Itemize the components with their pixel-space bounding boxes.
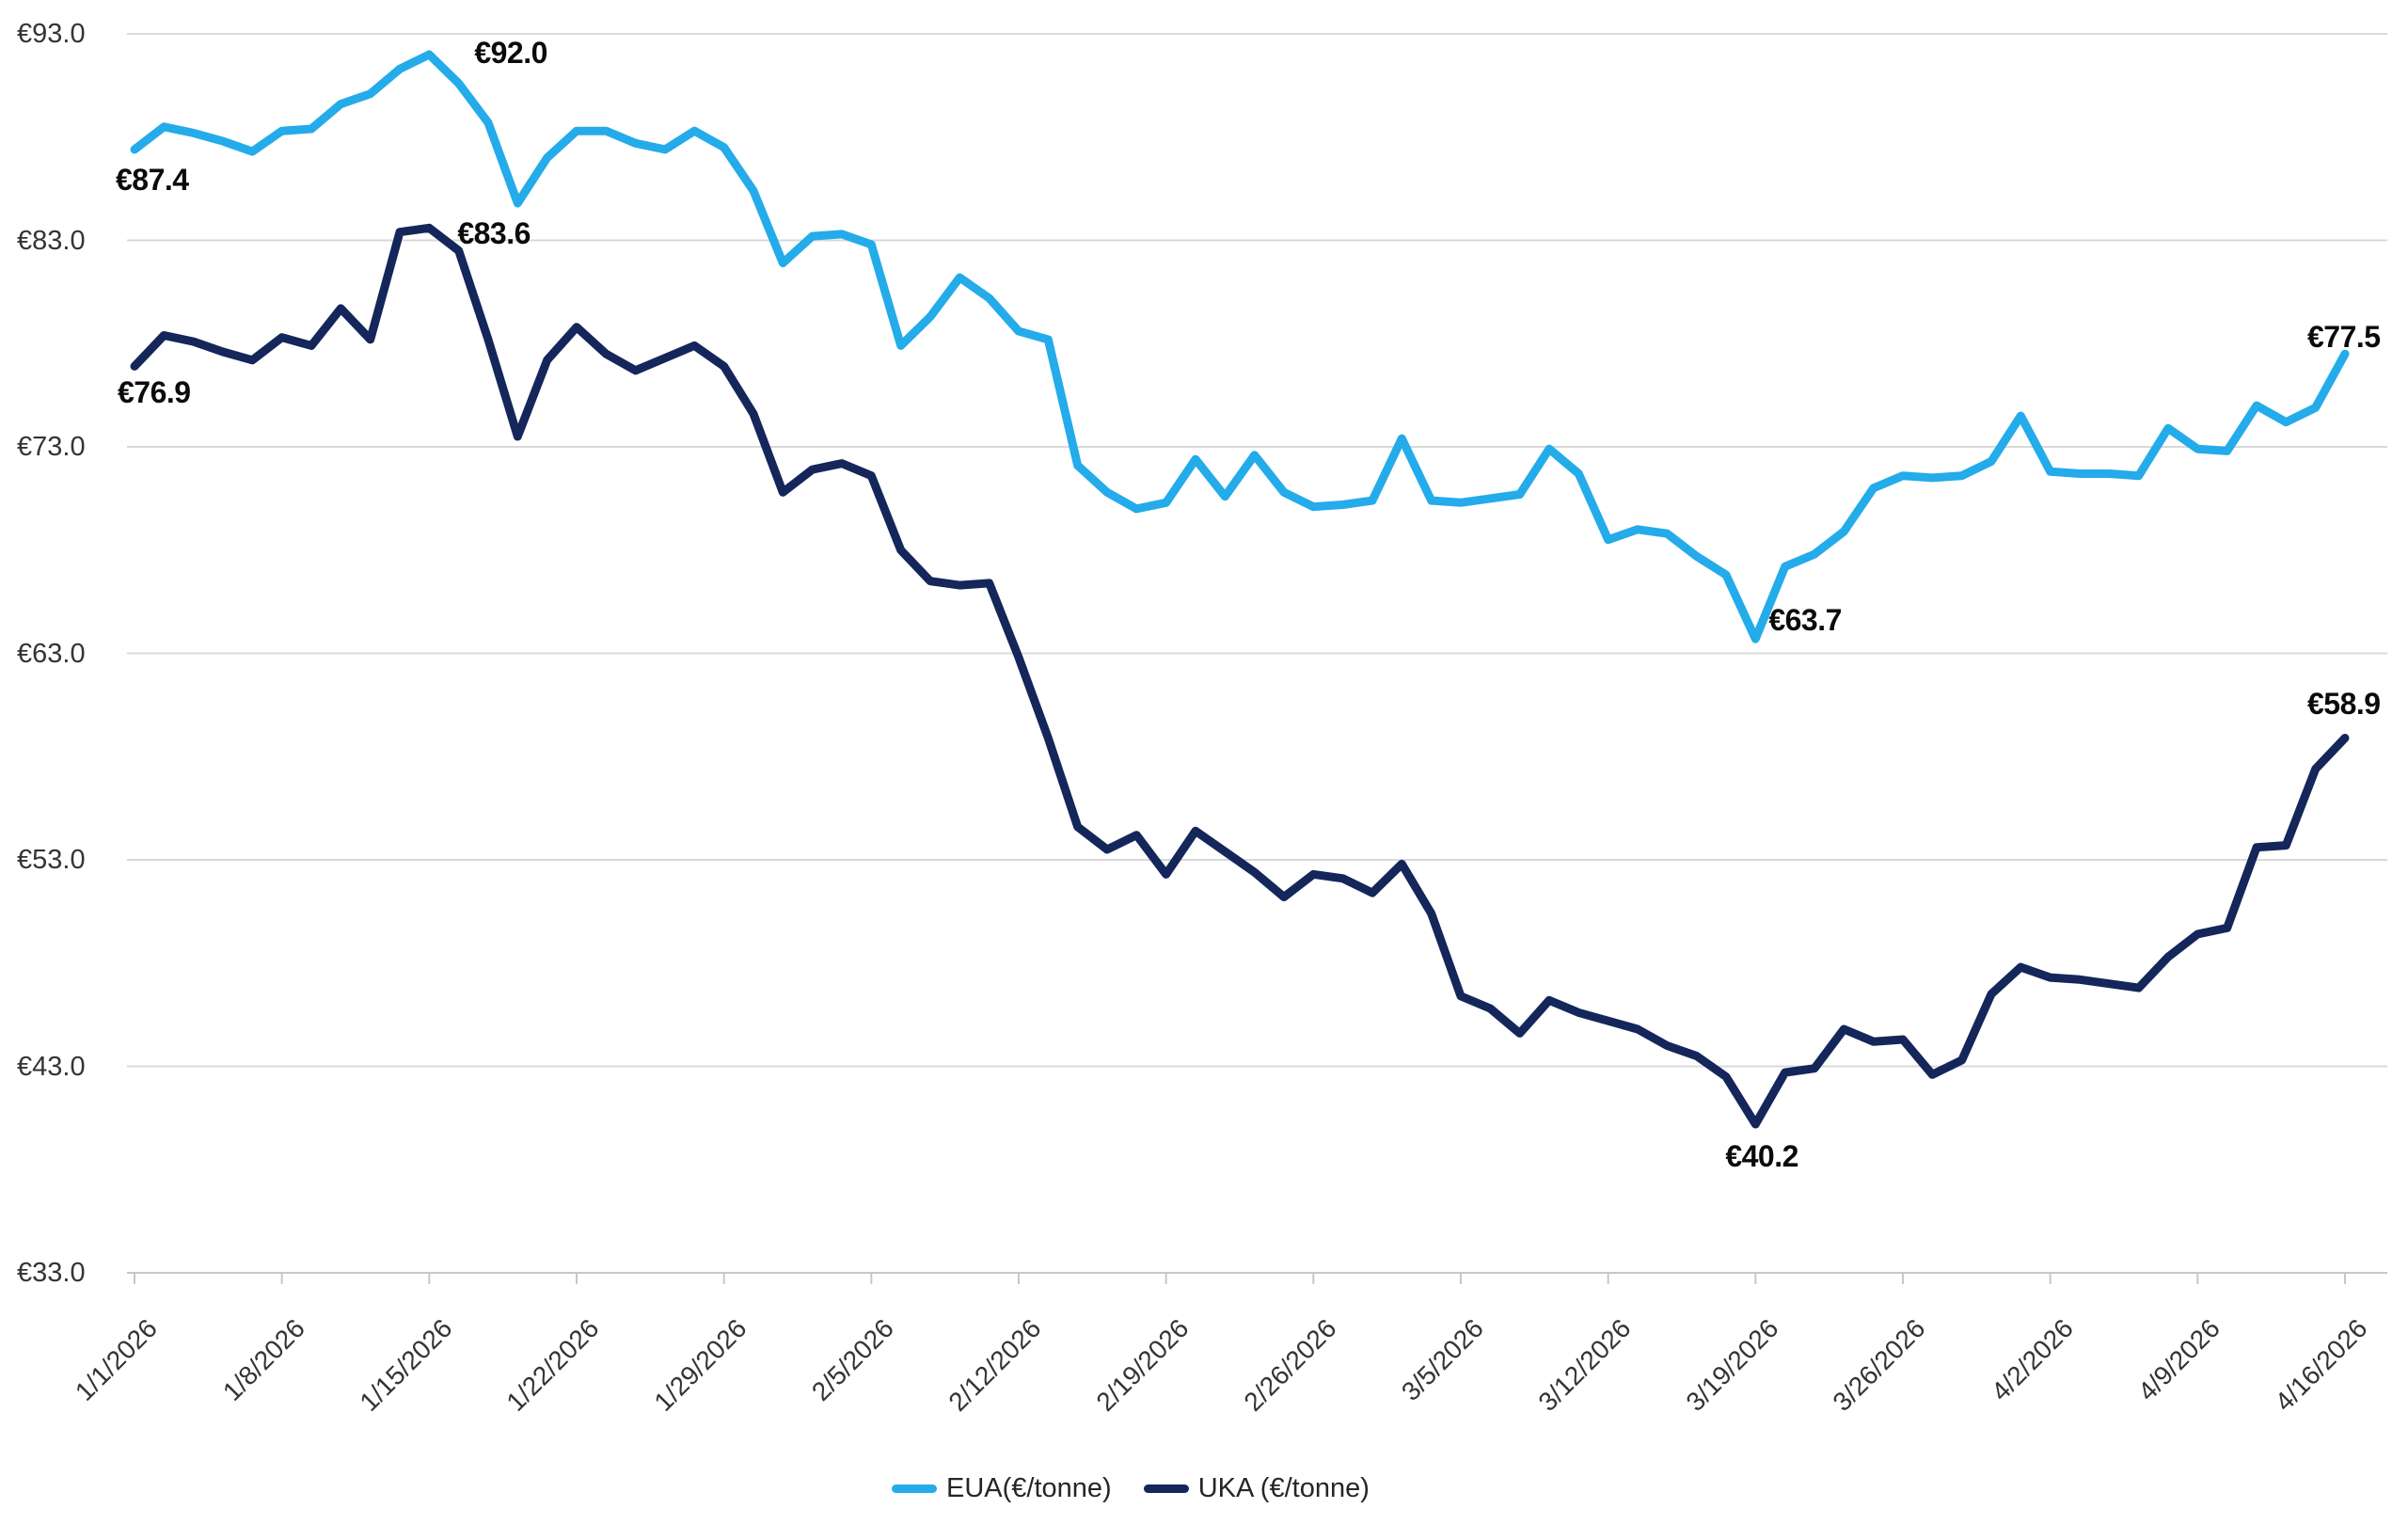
data-label-uka-3-19-2026: €40.2 <box>1725 1138 1798 1173</box>
data-label-eua-4-16-2026: €77.5 <box>2307 320 2381 355</box>
data-label-uka-1-1-2026: €76.9 <box>118 375 191 410</box>
y-axis-label: €93.0 <box>17 19 86 49</box>
y-axis-label: €63.0 <box>17 638 86 669</box>
data-label-uka-1-15-2026: €83.6 <box>457 216 531 251</box>
data-label-uka-4-16-2026: €58.9 <box>2307 687 2381 722</box>
uka-line <box>130 223 2350 1129</box>
legend-label-eua: EUA(€/tonne) <box>946 1473 1112 1503</box>
y-axis-label: €73.0 <box>17 432 86 462</box>
data-label-eua-1-15-2026: €92.0 <box>474 35 547 70</box>
y-axis-label: €43.0 <box>17 1051 86 1082</box>
legend-label-uka: UKA (€/tonne) <box>1197 1473 1370 1503</box>
legend-item-eua: EUA(€/tonne) <box>892 1473 1112 1504</box>
legend-item-uka: UKA (€/tonne) <box>1143 1473 1370 1504</box>
legend: EUA(€/tonne) UKA (€/tonne) <box>892 1473 1370 1504</box>
data-label-eua-3-19-2026: €63.7 <box>1768 603 1842 638</box>
data-label-eua-1-1-2026: €87.4 <box>116 162 189 197</box>
y-axis-label: €53.0 <box>17 845 86 875</box>
eua-line <box>130 50 2350 643</box>
uka-line-swatch <box>1143 1484 1189 1493</box>
eua-line-swatch <box>892 1484 937 1493</box>
y-axis-label: €33.0 <box>17 1258 86 1288</box>
y-axis-label: €83.0 <box>17 225 86 256</box>
